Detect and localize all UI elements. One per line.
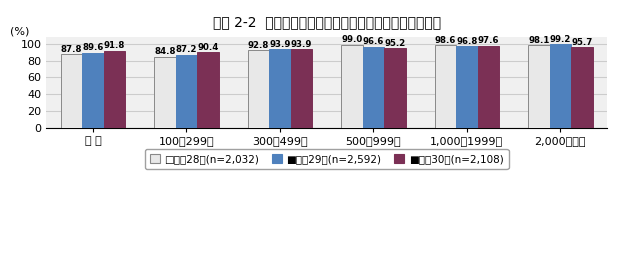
Bar [478,46,499,128]
Legend: □平成28年(n=2,032), ■平成29年(n=2,592), ■平成30年(n=2,108): □平成28年(n=2,032), ■平成29年(n=2,592), ■平成30年… [145,149,509,169]
Bar [82,53,104,128]
Title: 図表 2-2  ホームページ開設状況の推移（従業者規模別）: 図表 2-2 ホームページ開設状況の推移（従業者規模別） [213,15,441,29]
Text: 93.9: 93.9 [290,40,312,49]
Bar [154,57,176,128]
Text: 96.6: 96.6 [363,37,384,46]
Bar [269,49,290,128]
Text: 98.1: 98.1 [528,36,549,45]
Text: 95.2: 95.2 [384,39,406,48]
Bar [248,50,269,128]
Text: 99.0: 99.0 [341,35,363,44]
Text: 98.6: 98.6 [435,36,456,45]
Bar [528,45,549,128]
Text: (%): (%) [10,26,29,36]
Text: 95.7: 95.7 [571,38,593,47]
Text: 93.9: 93.9 [269,40,290,49]
Text: 97.6: 97.6 [478,37,499,45]
Text: 87.8: 87.8 [61,45,82,54]
Bar [197,52,219,128]
Bar [363,47,384,128]
Bar [176,54,197,128]
Text: 96.8: 96.8 [456,37,478,46]
Bar [435,45,456,128]
Text: 84.8: 84.8 [154,47,176,56]
Text: 92.8: 92.8 [248,40,269,50]
Text: 90.4: 90.4 [197,43,219,51]
Bar [571,47,593,128]
Text: 87.2: 87.2 [176,45,197,54]
Bar [290,49,312,128]
Text: 99.2: 99.2 [550,35,571,44]
Bar [341,45,363,128]
Bar [384,48,406,128]
Text: 89.6: 89.6 [82,43,104,52]
Bar [104,51,125,128]
Bar [456,46,478,128]
Text: 91.8: 91.8 [104,41,125,50]
Bar [61,54,82,128]
Bar [549,45,571,128]
